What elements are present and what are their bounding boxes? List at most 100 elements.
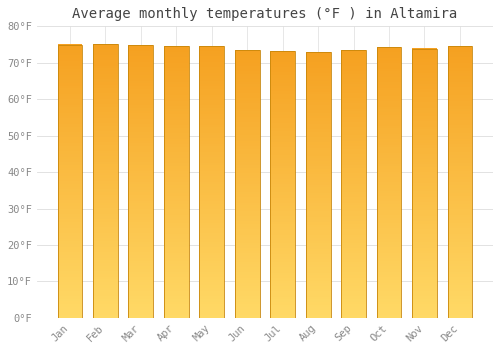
Bar (93, 82, 118, 85)
Bar (235, 176, 260, 178)
Bar (58, 94, 82, 97)
Bar (270, 59, 295, 62)
Bar (200, 225, 224, 228)
Bar (306, 169, 330, 172)
Bar (128, 263, 154, 266)
Bar (376, 82, 402, 85)
Bar (306, 209, 330, 211)
Bar (93, 296, 118, 299)
Bar (306, 148, 330, 150)
Bar (341, 84, 366, 87)
Bar (128, 304, 154, 307)
Bar (448, 168, 472, 171)
Bar (200, 187, 224, 190)
Bar (341, 146, 366, 149)
Bar (376, 269, 402, 272)
Bar (412, 97, 437, 100)
Bar (200, 81, 224, 84)
Bar (448, 182, 472, 185)
Bar (376, 282, 402, 285)
Bar (376, 315, 402, 318)
Bar (412, 240, 437, 243)
Bar (270, 150, 295, 153)
Bar (200, 231, 224, 233)
Bar (341, 168, 366, 170)
Bar (93, 293, 118, 296)
Bar (306, 134, 330, 137)
Bar (341, 119, 366, 122)
Bar (235, 192, 260, 195)
Bar (341, 243, 366, 245)
Bar (270, 51, 295, 54)
Bar (235, 187, 260, 189)
Bar (235, 299, 260, 302)
Bar (341, 111, 366, 114)
Bar (200, 168, 224, 171)
Bar (128, 56, 154, 59)
Bar (341, 141, 366, 144)
Bar (270, 118, 295, 120)
Bar (235, 63, 260, 66)
Bar (448, 139, 472, 141)
Bar (200, 195, 224, 198)
Bar (412, 315, 437, 318)
Bar (448, 188, 472, 190)
Bar (376, 63, 402, 66)
Bar (93, 148, 118, 150)
Bar (306, 201, 330, 203)
Bar (376, 47, 402, 318)
Bar (448, 239, 472, 242)
Bar (58, 197, 82, 200)
Bar (235, 162, 260, 165)
Bar (376, 172, 402, 174)
Bar (235, 288, 260, 291)
Bar (58, 277, 82, 280)
Bar (412, 202, 437, 205)
Bar (235, 103, 260, 106)
Bar (200, 97, 224, 100)
Bar (164, 98, 188, 101)
Bar (341, 187, 366, 189)
Bar (164, 57, 188, 60)
Bar (448, 52, 472, 55)
Bar (376, 74, 402, 77)
Bar (164, 155, 188, 158)
Bar (376, 128, 402, 131)
Bar (235, 74, 260, 76)
Bar (93, 115, 118, 118)
Bar (376, 218, 402, 220)
Bar (128, 152, 154, 154)
Bar (306, 150, 330, 153)
Bar (306, 262, 330, 265)
Bar (235, 245, 260, 248)
Bar (200, 252, 224, 255)
Bar (93, 299, 118, 301)
Bar (235, 253, 260, 256)
Bar (306, 73, 330, 76)
Bar (306, 105, 330, 108)
Bar (58, 107, 82, 110)
Bar (341, 74, 366, 76)
Bar (341, 310, 366, 313)
Bar (306, 222, 330, 225)
Bar (128, 244, 154, 247)
Bar (448, 111, 472, 114)
Bar (235, 79, 260, 82)
Bar (412, 67, 437, 70)
Bar (128, 228, 154, 231)
Bar (93, 134, 118, 137)
Bar (93, 77, 118, 79)
Bar (164, 95, 188, 98)
Bar (270, 243, 295, 246)
Bar (448, 90, 472, 92)
Bar (58, 85, 82, 88)
Bar (164, 74, 188, 76)
Bar (376, 85, 402, 88)
Bar (376, 212, 402, 215)
Bar (341, 92, 366, 95)
Bar (128, 195, 154, 198)
Bar (235, 243, 260, 245)
Bar (448, 117, 472, 120)
Bar (376, 131, 402, 134)
Bar (93, 233, 118, 236)
